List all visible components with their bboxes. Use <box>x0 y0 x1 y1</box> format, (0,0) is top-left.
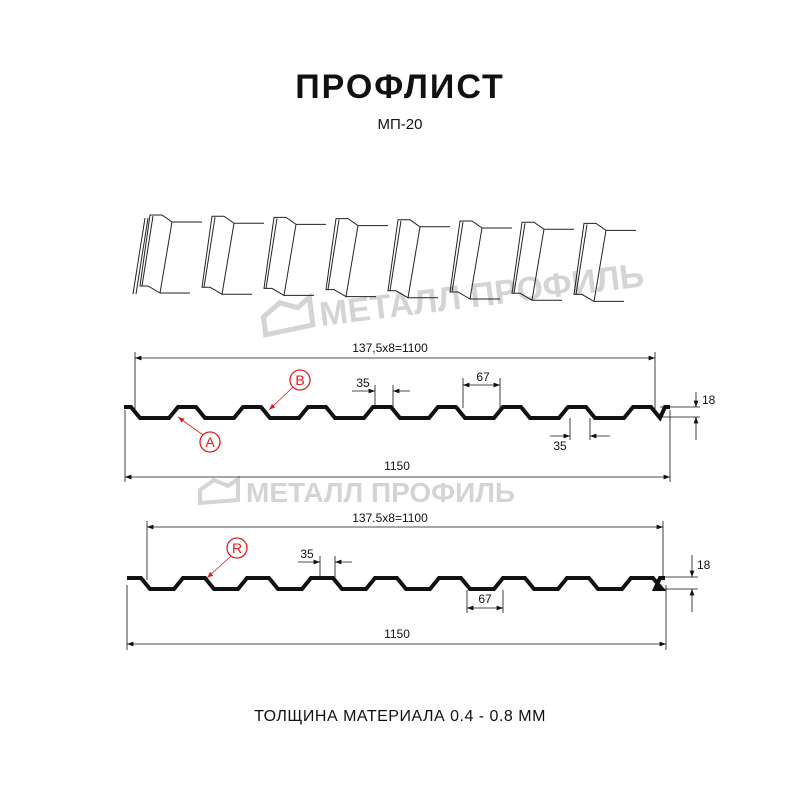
profile-a-dimensions <box>124 352 700 482</box>
profile-b-total-width: 1150 <box>384 627 410 641</box>
profile-b-top-width: 35 <box>300 547 314 561</box>
callout-b: B <box>268 369 311 411</box>
callout-a: A <box>177 416 221 453</box>
sheet-rib <box>263 216 326 297</box>
svg-text:МЕТАЛЛ ПРОФИЛЬ: МЕТАЛЛ ПРОФИЛЬ <box>317 256 646 334</box>
sheet-edge <box>132 217 149 295</box>
profile-b-dimensions <box>126 521 698 650</box>
sheet-rib <box>511 221 574 301</box>
profile-b-height: 18 <box>697 558 711 572</box>
model-subtitle: МП-20 <box>377 116 423 133</box>
page-title: ПРОФЛИСТ <box>295 68 505 106</box>
profile-a-pitch-label: 137,5x8=1100 <box>352 341 428 355</box>
profile-b-bottom-width: 67 <box>478 592 492 606</box>
sheet-rib <box>139 214 202 294</box>
sheet-rib <box>201 215 264 295</box>
profile-a-section <box>124 405 670 422</box>
svg-text:R: R <box>232 540 242 556</box>
watermark-2: МЕТАЛЛ ПРОФИЛЬ <box>198 475 515 508</box>
profile-b-pitch-label: 137.5x8=1100 <box>352 511 428 525</box>
sheet-rib <box>325 218 388 298</box>
profile-a-rib-width: 67 <box>476 370 490 384</box>
svg-text:МЕТАЛЛ ПРОФИЛЬ: МЕТАЛЛ ПРОФИЛЬ <box>246 477 515 508</box>
svg-text:A: A <box>205 434 215 450</box>
sheet-rib <box>449 220 512 300</box>
callout-r: R <box>206 537 248 579</box>
svg-text:B: B <box>295 372 304 388</box>
sheet-rib <box>573 222 636 303</box>
profile-a-top-width: 35 <box>356 376 370 390</box>
profile-a-bottom-width: 35 <box>553 439 567 453</box>
profile-b-section <box>127 576 667 591</box>
sheet-rib <box>387 219 450 299</box>
profile-a-total-width: 1150 <box>384 459 410 473</box>
sheet-3d-view <box>132 214 636 303</box>
material-thickness-note: ТОЛЩИНА МАТЕРИАЛА 0.4 - 0.8 ММ <box>254 708 546 725</box>
profile-a-height: 18 <box>702 393 716 407</box>
